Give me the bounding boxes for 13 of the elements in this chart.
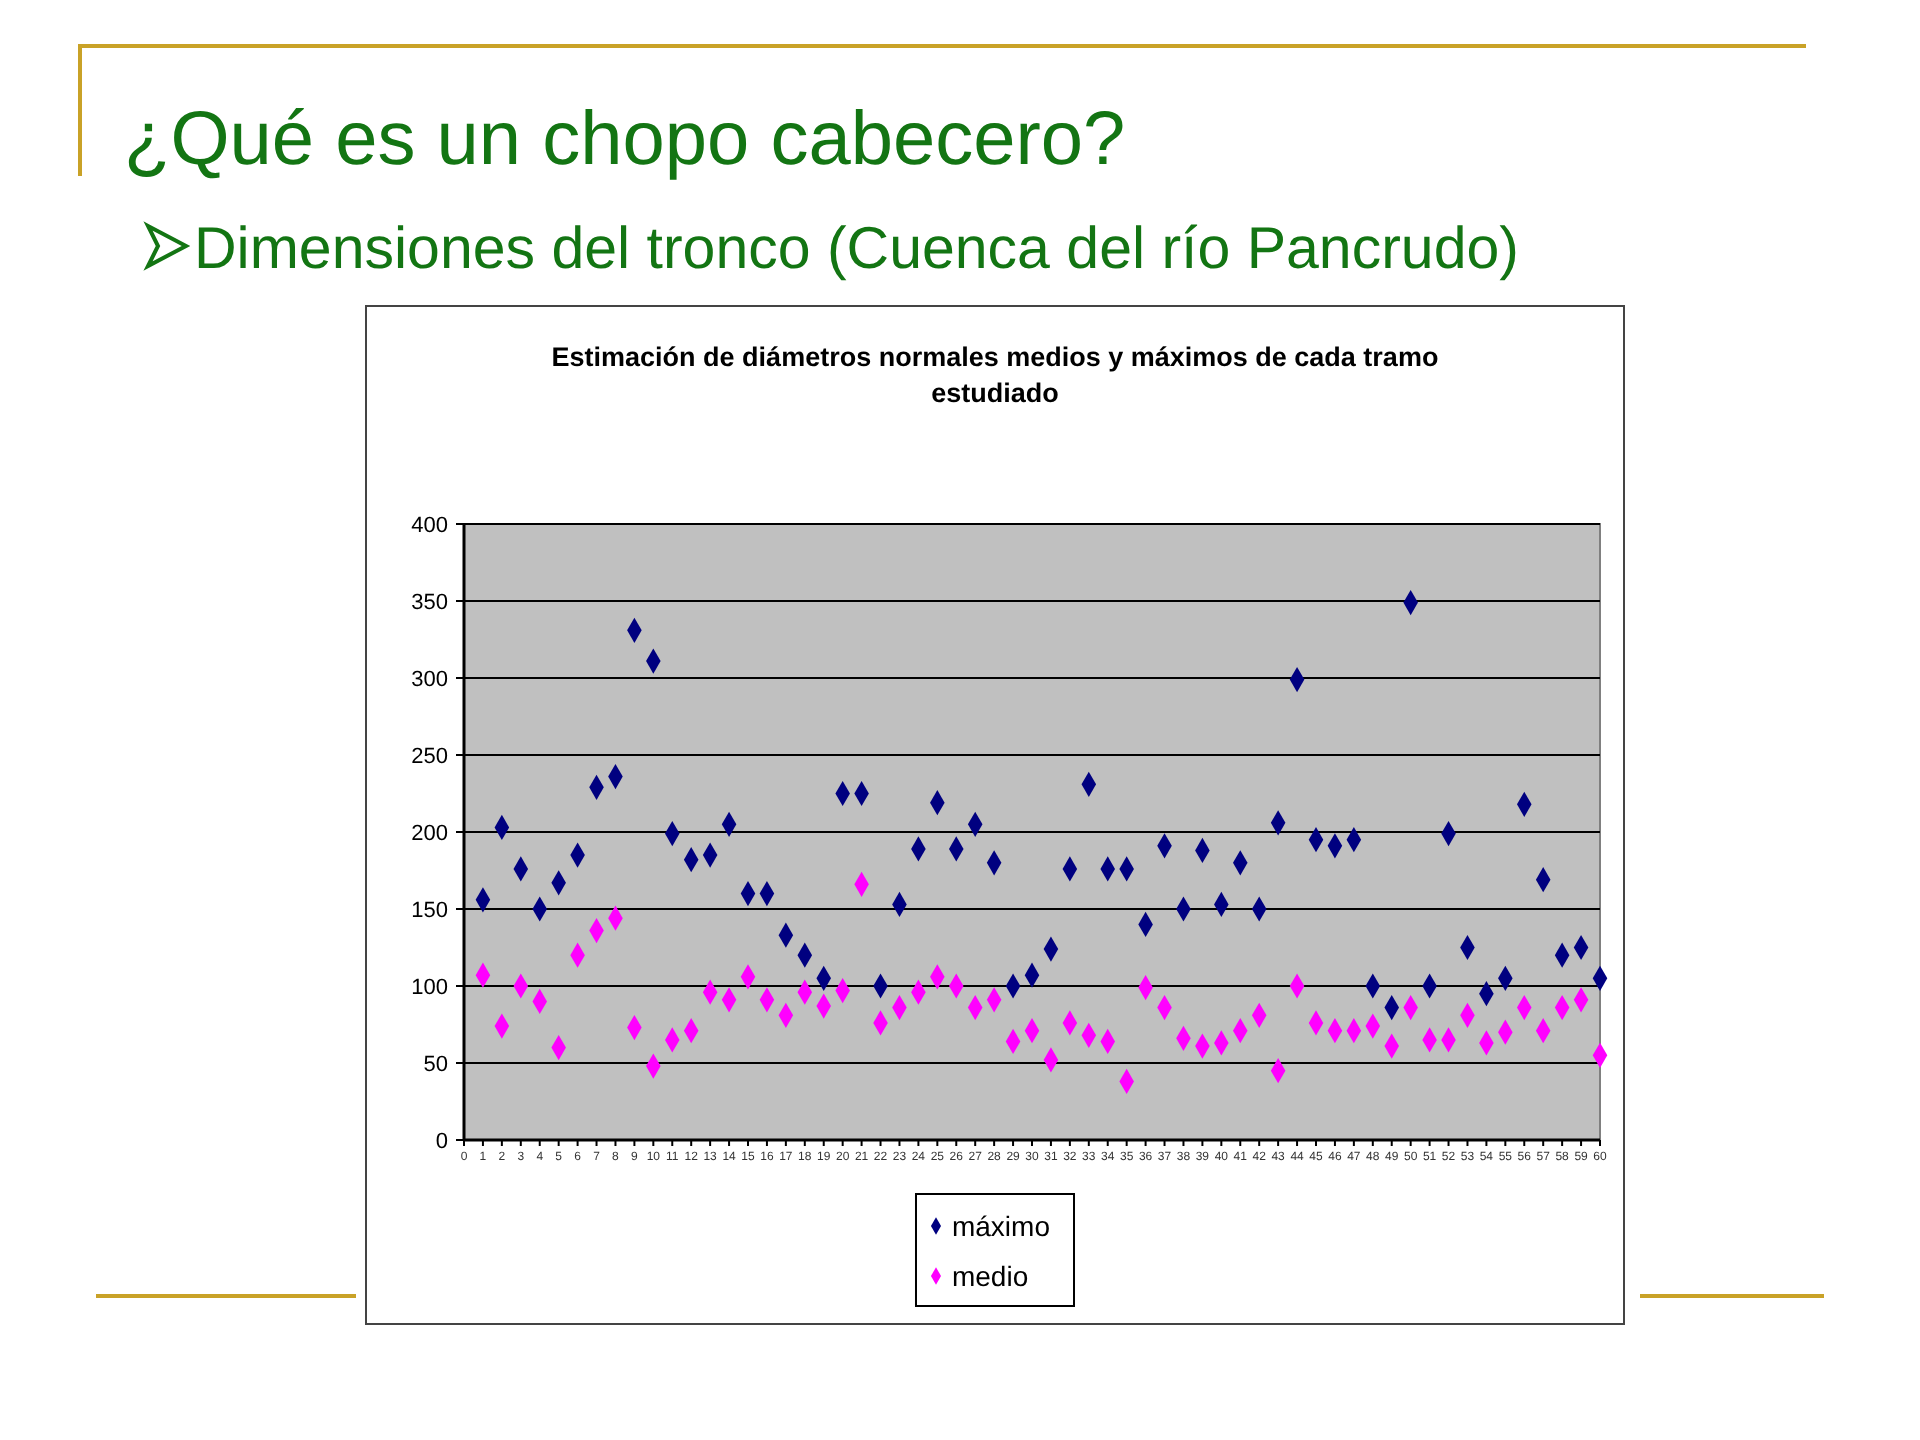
y-tick-label: 100 [411, 975, 448, 1000]
legend-label: medio [951, 1259, 1029, 1292]
text: ¿Qué es un chopo cabecero? [124, 98, 1126, 182]
y-tick-label: 150 [411, 898, 448, 923]
y-tick-label: 350 [411, 590, 448, 615]
text: Dimensiones del tronco (Cuenca del río Pancrudo) [194, 216, 1519, 282]
chart-title: Estimación de diámetros normales medios y máximos de cada tramo estudiado [551, 342, 1439, 408]
y-tick-label: 250 [411, 744, 448, 769]
y-tick-label: 50 [423, 1052, 448, 1077]
y-tick-label: 300 [411, 667, 448, 692]
y-tick-label: 400 [411, 513, 448, 538]
legend-label: máximo [951, 1209, 1051, 1242]
y-tick-label: 200 [411, 821, 448, 846]
